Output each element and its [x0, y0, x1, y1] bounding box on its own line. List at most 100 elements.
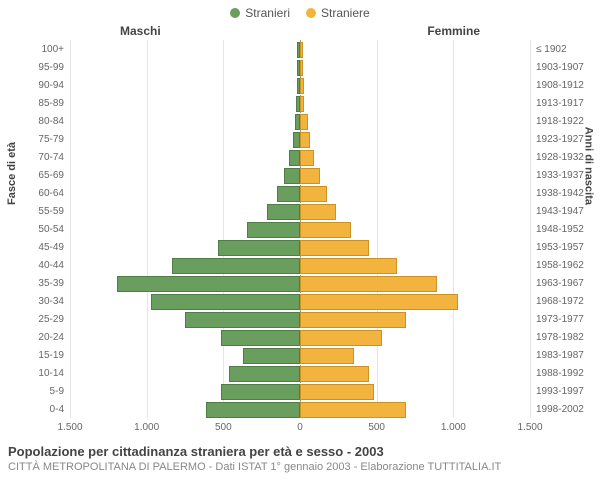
age-label: 95-99 — [38, 62, 70, 73]
bar-female — [300, 294, 458, 310]
bar-female — [300, 168, 320, 184]
age-label: 5-9 — [50, 386, 70, 397]
pyramid-row: 40-441958-1962 — [70, 256, 530, 274]
year-label: 1948-1952 — [530, 224, 584, 235]
legend-male: Stranieri — [230, 6, 290, 20]
year-label: 1913-1917 — [530, 98, 584, 109]
bar-male — [277, 186, 300, 202]
bar-female — [300, 42, 303, 58]
year-label: 1908-1912 — [530, 80, 584, 91]
year-label: 1933-1937 — [530, 170, 584, 181]
bar-female — [300, 132, 310, 148]
year-label: 1903-1907 — [530, 62, 584, 73]
x-tick: 1.000 — [134, 422, 159, 433]
plot-area: 100+≤ 190295-991903-190790-941908-191285… — [70, 40, 530, 418]
age-label: 75-79 — [38, 134, 70, 145]
footer-title: Popolazione per cittadinanza straniera p… — [8, 444, 600, 459]
age-label: 60-64 — [38, 188, 70, 199]
pyramid-row: 80-841918-1922 — [70, 112, 530, 130]
age-label: 45-49 — [38, 242, 70, 253]
pyramid-row: 55-591943-1947 — [70, 202, 530, 220]
x-tick: 500 — [215, 422, 232, 433]
bar-female — [300, 276, 437, 292]
age-label: 65-69 — [38, 170, 70, 181]
bar-male — [117, 276, 300, 292]
age-label: 25-29 — [38, 314, 70, 325]
age-label: 100+ — [41, 44, 70, 55]
bar-female — [300, 204, 336, 220]
legend-female-dot — [306, 8, 316, 18]
bar-male — [284, 168, 300, 184]
pyramid-row: 90-941908-1912 — [70, 76, 530, 94]
bar-male — [267, 204, 300, 220]
bar-female — [300, 78, 304, 94]
legend: Stranieri Straniere — [0, 0, 600, 20]
year-label: 1968-1972 — [530, 296, 584, 307]
bar-female — [300, 366, 369, 382]
pyramid-row: 45-491953-1957 — [70, 238, 530, 256]
footer-subtitle: CITTÀ METROPOLITANA DI PALERMO - Dati IS… — [8, 461, 600, 473]
bar-female — [300, 150, 314, 166]
age-label: 30-34 — [38, 296, 70, 307]
bar-female — [300, 312, 406, 328]
age-label: 40-44 — [38, 260, 70, 271]
bar-male — [293, 132, 300, 148]
chart-container: Stranieri Straniere Maschi Femmine Fasce… — [0, 0, 600, 500]
bar-female — [300, 384, 374, 400]
year-label: 1928-1932 — [530, 152, 584, 163]
header-male: Maschi — [120, 24, 161, 38]
bar-male — [221, 384, 300, 400]
age-label: 90-94 — [38, 80, 70, 91]
bar-male — [172, 258, 300, 274]
pyramid-row: 15-191983-1987 — [70, 346, 530, 364]
year-label: 1993-1997 — [530, 386, 584, 397]
bar-male — [151, 294, 300, 310]
legend-female: Straniere — [306, 6, 370, 20]
x-tick: 1.500 — [517, 422, 542, 433]
bar-female — [300, 114, 308, 130]
bar-female — [300, 258, 397, 274]
year-label: 1998-2002 — [530, 404, 584, 415]
year-label: 1973-1977 — [530, 314, 584, 325]
pyramid-row: 30-341968-1972 — [70, 292, 530, 310]
pyramid-row: 65-691933-1937 — [70, 166, 530, 184]
bar-female — [300, 240, 369, 256]
year-label: 1943-1947 — [530, 206, 584, 217]
year-label: 1938-1942 — [530, 188, 584, 199]
pyramid-row: 20-241978-1982 — [70, 328, 530, 346]
age-label: 15-19 — [38, 350, 70, 361]
gender-headers: Maschi Femmine — [0, 24, 600, 38]
pyramid-row: 0-41998-2002 — [70, 400, 530, 418]
x-tick: 500 — [368, 422, 385, 433]
bar-female — [300, 330, 382, 346]
year-label: 1923-1927 — [530, 134, 584, 145]
age-label: 35-39 — [38, 278, 70, 289]
pyramid-row: 35-391963-1967 — [70, 274, 530, 292]
y-left-title: Fasce di età — [6, 142, 18, 205]
bar-male — [221, 330, 300, 346]
age-label: 55-59 — [38, 206, 70, 217]
pyramid-row: 10-141988-1992 — [70, 364, 530, 382]
header-female: Femmine — [427, 24, 480, 38]
bar-male — [243, 348, 300, 364]
year-label: 1983-1987 — [530, 350, 584, 361]
x-tick: 1.500 — [57, 422, 82, 433]
bar-male — [218, 240, 300, 256]
year-label: 1963-1967 — [530, 278, 584, 289]
age-label: 20-24 — [38, 332, 70, 343]
chart-area: Fasce di età Anni di nascita 100+≤ 19029… — [70, 40, 530, 418]
x-axis: 1.5001.00050005001.0001.500 — [70, 422, 530, 436]
bar-male — [247, 222, 300, 238]
x-tick: 1.000 — [441, 422, 466, 433]
bar-female — [300, 222, 351, 238]
pyramid-row: 75-791923-1927 — [70, 130, 530, 148]
pyramid-row: 95-991903-1907 — [70, 58, 530, 76]
bar-female — [300, 96, 304, 112]
bar-male — [229, 366, 300, 382]
bar-male — [289, 150, 300, 166]
bar-female — [300, 348, 354, 364]
pyramid-row: 5-91993-1997 — [70, 382, 530, 400]
age-label: 70-74 — [38, 152, 70, 163]
pyramid-row: 25-291973-1977 — [70, 310, 530, 328]
bar-male — [206, 402, 300, 418]
